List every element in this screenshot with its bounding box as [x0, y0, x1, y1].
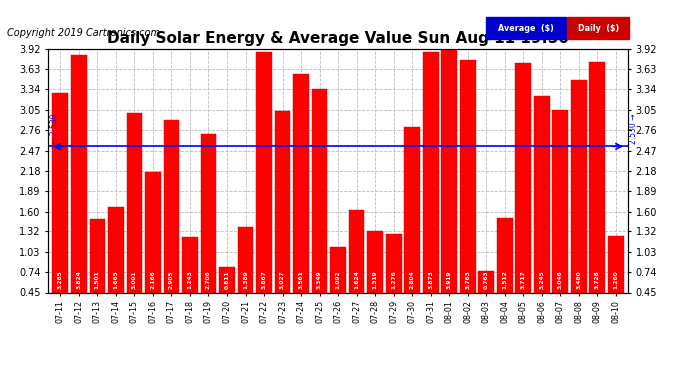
- Text: 3.867: 3.867: [262, 270, 266, 289]
- Bar: [571, 80, 586, 292]
- Bar: [145, 172, 161, 292]
- Text: Average  ($): Average ($): [498, 24, 553, 33]
- Bar: [386, 234, 402, 292]
- Text: 3.919: 3.919: [446, 270, 452, 289]
- Text: 1.276: 1.276: [391, 270, 396, 289]
- Text: ← 2.530: ← 2.530: [50, 113, 59, 144]
- Bar: [90, 219, 106, 292]
- Bar: [71, 56, 87, 292]
- Text: 2.530 →: 2.530 →: [629, 113, 638, 144]
- Bar: [293, 74, 309, 292]
- Text: 1.260: 1.260: [613, 270, 618, 289]
- Title: Daily Solar Energy & Average Value Sun Aug 11 19:50: Daily Solar Energy & Average Value Sun A…: [107, 31, 569, 46]
- Text: 2.804: 2.804: [410, 270, 415, 289]
- Text: 3.027: 3.027: [280, 270, 285, 289]
- Text: 3.728: 3.728: [595, 270, 600, 289]
- Text: 1.389: 1.389: [243, 270, 248, 289]
- Bar: [164, 120, 179, 292]
- Text: 3.245: 3.245: [540, 270, 544, 289]
- Bar: [423, 52, 439, 292]
- Bar: [201, 134, 217, 292]
- Bar: [52, 93, 68, 292]
- Text: 0.811: 0.811: [224, 270, 230, 289]
- Text: 1.319: 1.319: [373, 270, 377, 289]
- Bar: [256, 53, 272, 292]
- Text: 1.665: 1.665: [113, 270, 119, 289]
- Text: Copyright 2019 Cartronics.com: Copyright 2019 Cartronics.com: [7, 28, 160, 38]
- Text: 1.243: 1.243: [188, 270, 193, 289]
- Bar: [589, 62, 605, 292]
- Text: 1.501: 1.501: [95, 270, 100, 289]
- Text: 2.166: 2.166: [150, 270, 155, 289]
- Bar: [608, 236, 624, 292]
- Text: 3.480: 3.480: [576, 270, 582, 289]
- Text: 2.706: 2.706: [206, 270, 211, 289]
- Text: 3.873: 3.873: [428, 270, 433, 289]
- Text: Daily  ($): Daily ($): [578, 24, 619, 33]
- Text: 1.512: 1.512: [502, 270, 507, 289]
- Text: 1.092: 1.092: [335, 270, 341, 289]
- Bar: [478, 270, 494, 292]
- Text: 1.624: 1.624: [354, 270, 359, 289]
- Text: 3.561: 3.561: [299, 270, 304, 289]
- Text: 2.905: 2.905: [169, 270, 174, 289]
- Bar: [312, 89, 328, 292]
- Bar: [275, 111, 290, 292]
- Bar: [108, 207, 124, 292]
- Bar: [515, 63, 531, 292]
- Bar: [182, 237, 198, 292]
- Bar: [331, 248, 346, 292]
- Bar: [442, 49, 457, 292]
- Text: 3.046: 3.046: [558, 270, 563, 289]
- Text: 3.001: 3.001: [132, 270, 137, 289]
- Bar: [404, 127, 420, 292]
- Bar: [534, 96, 550, 292]
- Bar: [237, 226, 253, 292]
- Bar: [460, 60, 475, 292]
- Bar: [553, 110, 568, 292]
- Bar: [219, 267, 235, 292]
- Text: 0.763: 0.763: [484, 270, 489, 289]
- Bar: [348, 210, 364, 292]
- Text: 3.763: 3.763: [465, 270, 470, 289]
- Bar: [497, 218, 513, 292]
- Text: 3.285: 3.285: [58, 270, 63, 289]
- Bar: [126, 113, 142, 292]
- Bar: [367, 231, 383, 292]
- Text: 3.824: 3.824: [77, 270, 81, 289]
- Text: 3.349: 3.349: [317, 270, 322, 289]
- Text: 3.717: 3.717: [521, 270, 526, 289]
